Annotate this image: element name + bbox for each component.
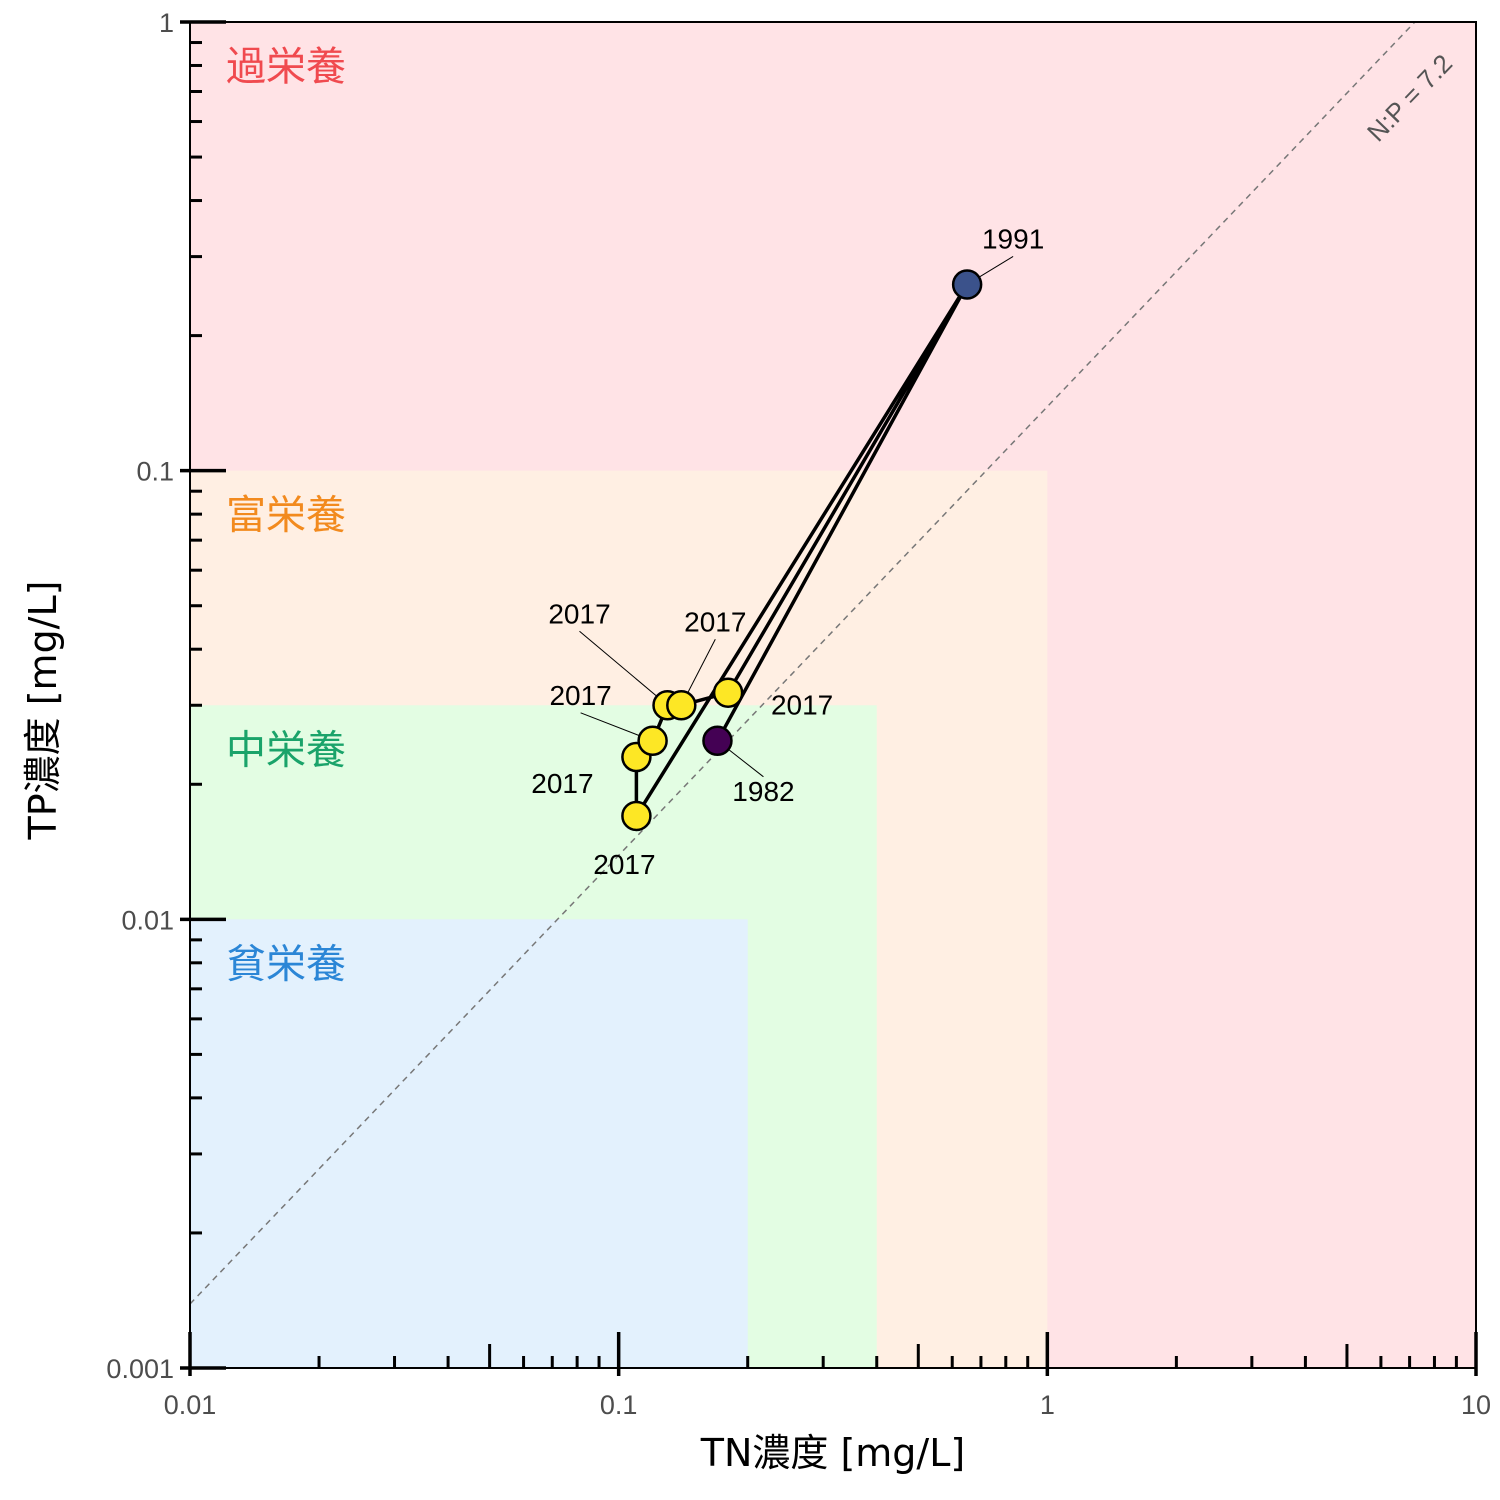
axes: 0.01 0.1 1 10 0.001 0.01 0.1 1	[106, 8, 1491, 1420]
data-points	[621, 269, 983, 832]
y-axis-title: TP濃度 [mg/L]	[21, 581, 65, 841]
x-tick-label: 0.01	[164, 1390, 217, 1420]
zone-label: 中栄養	[226, 727, 346, 773]
x-tick-label: 0.1	[600, 1390, 638, 1420]
x-axis-title: TN濃度 [mg/L]	[700, 1431, 965, 1475]
data-point	[637, 725, 668, 757]
point-label: 2017	[549, 680, 611, 711]
label-leader	[579, 630, 668, 706]
zone-label: 貧栄養	[226, 941, 346, 987]
point-label: 2017	[771, 690, 833, 721]
data-point	[621, 800, 652, 832]
data-point	[951, 269, 983, 300]
point-label: 2017	[593, 849, 655, 880]
trophic-zones	[190, 22, 1476, 1369]
point-label: 2017	[684, 606, 746, 637]
zone-label: 富栄養	[226, 493, 346, 539]
np-reference-line	[189, 21, 1416, 1305]
point-label: 2017	[531, 768, 593, 799]
data-point	[702, 725, 733, 757]
point-label: 2017	[548, 598, 610, 629]
y-tick-label: 0.01	[121, 905, 174, 935]
zone-label: 過栄養	[226, 44, 346, 90]
y-tick-label: 1	[159, 8, 174, 38]
x-tick-label: 1	[1040, 1390, 1055, 1420]
plot-frame	[189, 21, 1477, 1369]
zone-rect	[190, 919, 748, 1368]
y-tick-label: 0.001	[106, 1354, 174, 1384]
x-tick-label: 10	[1461, 1390, 1491, 1420]
point-labels: 1982 1991 2017 2017 2017 2017 2017 2017	[531, 223, 1044, 879]
data-point	[666, 690, 697, 721]
point-label: 1991	[982, 223, 1044, 254]
data-point	[712, 677, 744, 708]
point-label: 1982	[732, 776, 794, 807]
y-tick-label: 0.1	[136, 457, 174, 487]
